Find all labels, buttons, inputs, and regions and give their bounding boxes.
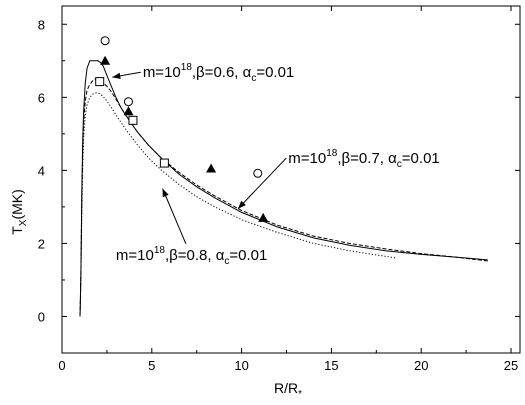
annotation-arrow-head bbox=[238, 200, 246, 209]
circle-marker bbox=[123, 97, 133, 107]
triangle-marker bbox=[206, 163, 217, 173]
triangle-marker bbox=[258, 212, 269, 222]
annotation-arrow-line bbox=[162, 188, 187, 245]
x-tick-label: 15 bbox=[324, 358, 338, 373]
square-marker bbox=[95, 77, 105, 87]
square-marker bbox=[128, 115, 138, 125]
y-tick-label: 2 bbox=[38, 236, 45, 251]
x-tick-label: 0 bbox=[58, 358, 65, 373]
x-tick-label: 10 bbox=[234, 358, 248, 373]
x-tick-label: 25 bbox=[504, 358, 518, 373]
triangle-marker bbox=[123, 106, 134, 116]
circle-marker bbox=[253, 168, 263, 178]
x-axis-label: R/R* bbox=[274, 380, 302, 400]
series-line-dashed bbox=[79, 78, 488, 317]
y-axis-label-sub: X bbox=[18, 219, 29, 226]
x-axis-label-sub: * bbox=[298, 389, 302, 400]
square-marker bbox=[159, 158, 169, 168]
annotation-label: m=1018,β=0.7, αc=0.01 bbox=[288, 148, 439, 170]
x-tick-label: 5 bbox=[148, 358, 155, 373]
series-line-dotted bbox=[79, 92, 397, 317]
x-tick-label: 20 bbox=[414, 358, 428, 373]
y-tick-label: 0 bbox=[38, 309, 45, 324]
annotation-arrow-head bbox=[112, 72, 121, 79]
plot-area-frame bbox=[61, 5, 521, 354]
y-tick-label: 4 bbox=[38, 163, 45, 178]
series-line-solid bbox=[79, 60, 488, 317]
annotation-arrow-head bbox=[162, 188, 169, 198]
annotation-label: m=1018,β=0.6, αc=0.01 bbox=[143, 62, 294, 84]
circle-marker bbox=[100, 36, 110, 46]
y-tick-label: 8 bbox=[38, 17, 45, 32]
y-axis-label: TX(MK) bbox=[9, 189, 29, 235]
y-tick-label: 6 bbox=[38, 90, 45, 105]
y-axis-label-unit: (MK) bbox=[9, 189, 25, 219]
triangle-marker bbox=[100, 55, 111, 65]
annotation-arrow-line bbox=[237, 157, 287, 210]
annotation-label: m=1018,β=0.8, αc=0.01 bbox=[116, 245, 267, 267]
